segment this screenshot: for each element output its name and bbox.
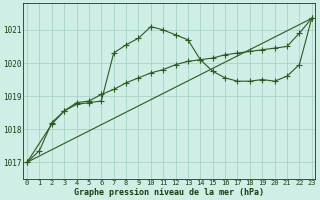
X-axis label: Graphe pression niveau de la mer (hPa): Graphe pression niveau de la mer (hPa) — [74, 188, 264, 197]
